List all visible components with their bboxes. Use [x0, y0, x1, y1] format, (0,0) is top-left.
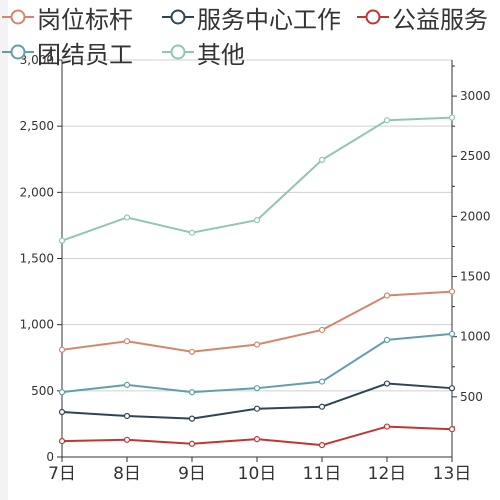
- data-point: [253, 385, 261, 392]
- legend-item[interactable]: 其他: [160, 37, 245, 69]
- data-point: [188, 389, 196, 396]
- data-point: [58, 346, 66, 353]
- legend-label: 公益服务: [392, 5, 488, 34]
- data-point: [58, 408, 66, 416]
- data-point: [448, 330, 456, 338]
- data-point: [448, 114, 456, 121]
- data-point: [188, 440, 196, 447]
- data-point: [123, 436, 131, 443]
- data-point: [253, 341, 261, 348]
- data-point: [383, 292, 391, 299]
- y-right-tick-label: 1000: [460, 330, 491, 344]
- legend-marker-icon: [162, 44, 194, 60]
- legend-item[interactable]: 团结员工: [0, 37, 133, 69]
- data-point: [383, 380, 391, 387]
- y-right-tick-label: 3000: [460, 89, 491, 103]
- series-line-2: [61, 425, 453, 447]
- legend-item[interactable]: 公益服务: [355, 2, 488, 34]
- data-point: [253, 436, 261, 443]
- data-point: [318, 403, 326, 410]
- data-point: [58, 389, 66, 396]
- data-point: [188, 415, 196, 422]
- x-tick-label: 12日: [368, 464, 407, 484]
- legend-label: 其他: [197, 40, 245, 69]
- data-point: [58, 237, 66, 244]
- legend-label: 服务中心工作: [197, 5, 341, 34]
- data-point: [253, 217, 261, 224]
- y-right-tick-label: 2000: [460, 209, 491, 223]
- legend-marker-icon: [2, 44, 34, 60]
- y-left-tick-label: 500: [31, 384, 54, 398]
- y-left-tick-label: 3,000: [20, 53, 54, 67]
- legend-marker-icon: [357, 9, 389, 25]
- data-point: [253, 405, 261, 412]
- legend-item[interactable]: 岗位标杆: [0, 2, 133, 34]
- data-point: [123, 381, 131, 388]
- data-point: [318, 441, 326, 449]
- legend-marker-icon: [2, 9, 34, 25]
- x-tick-label: 7日: [48, 464, 76, 484]
- x-tick-label: 8日: [113, 464, 141, 484]
- y-right-tick-label: 1500: [460, 270, 491, 284]
- legend-label: 岗位标杆: [37, 5, 133, 34]
- data-point: [318, 378, 326, 385]
- data-point: [383, 117, 391, 124]
- legend-marker-icon: [162, 9, 194, 25]
- y-left-tick-label: 2,000: [20, 185, 54, 199]
- left-edge-strip: [0, 0, 8, 500]
- data-point: [318, 326, 326, 334]
- legend-item[interactable]: 服务中心工作: [160, 2, 341, 34]
- legend-label: 团结员工: [37, 40, 133, 69]
- data-point: [123, 412, 131, 420]
- data-point: [58, 438, 66, 445]
- y-right-tick-label: 500: [460, 390, 483, 404]
- data-point: [188, 348, 196, 355]
- x-tick-label: 10日: [238, 464, 277, 484]
- data-point: [448, 426, 456, 433]
- data-point: [448, 385, 456, 392]
- x-tick-label: 13日: [433, 464, 472, 484]
- legend: 岗位标杆 服务中心工作 公益服务团结员工 其他: [0, 0, 500, 70]
- data-point: [383, 423, 391, 430]
- x-tick-label: 11日: [303, 464, 342, 484]
- y-left-tick-label: 0: [46, 450, 54, 464]
- y-right-tick-label: 2500: [460, 149, 491, 163]
- y-left-tick-label: 1,000: [20, 318, 54, 332]
- y-left-tick-label: 1,500: [20, 252, 54, 266]
- data-point: [318, 156, 326, 164]
- data-point: [188, 229, 196, 236]
- data-point: [123, 214, 131, 221]
- data-point: [123, 338, 131, 345]
- y-left-tick-label: 2,500: [20, 119, 54, 133]
- x-tick-label: 9日: [178, 464, 206, 484]
- data-point: [383, 336, 391, 343]
- data-point: [448, 288, 456, 295]
